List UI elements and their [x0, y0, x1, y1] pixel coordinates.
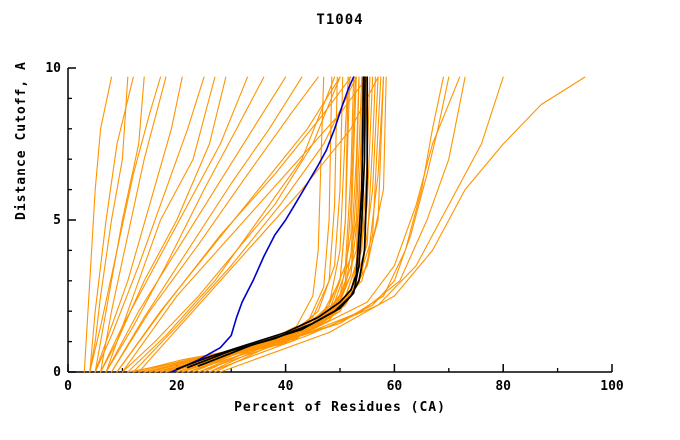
x-axis-label: Percent of Residues (CA): [234, 400, 446, 415]
predictions-ensemble-curve: [127, 76, 336, 373]
x-tick-label: 80: [495, 379, 511, 394]
predictions-ensemble-curve: [89, 76, 134, 373]
predictions-ensemble-curve: [83, 76, 113, 373]
predictions-ensemble-curve: [138, 76, 379, 373]
best-models-curve: [197, 76, 369, 367]
predictions-ensemble-curve: [187, 76, 444, 373]
predictions-ensemble-curve: [100, 76, 167, 373]
predictions-ensemble-curve: [110, 76, 319, 373]
x-tick-label: 20: [169, 379, 185, 394]
x-tick-label: 60: [387, 379, 403, 394]
predictions-ensemble-curve: [94, 76, 205, 373]
predictions-ensemble-curve: [94, 76, 183, 373]
y-tick-label: 0: [53, 365, 61, 380]
predictions-ensemble-curve: [105, 76, 265, 373]
predictions-ensemble-curve: [132, 76, 357, 373]
predictions-ensemble-curve: [100, 76, 227, 373]
predictions-ensemble-curve: [116, 76, 352, 373]
x-tick-label: 100: [600, 379, 624, 394]
best-models-curve: [175, 76, 365, 370]
predictions-ensemble-curve: [219, 76, 586, 373]
y-tick-label: 5: [53, 213, 61, 228]
y-tick-label: 10: [45, 61, 61, 76]
predictions-ensemble-curve: [110, 76, 303, 373]
chart-title: T1004: [316, 12, 364, 28]
reference-model-curve: [170, 76, 355, 373]
predictions-ensemble-curve: [89, 76, 162, 373]
predictions-ensemble-curve: [94, 76, 145, 373]
predictions-ensemble-curve: [176, 76, 450, 373]
x-tick-label: 40: [278, 379, 294, 394]
predictions-ensemble-curve: [105, 76, 216, 373]
predictions-ensemble-curve: [198, 76, 466, 373]
predictions-ensemble-curve: [181, 76, 364, 373]
predictions-ensemble-curve: [121, 76, 368, 373]
predictions-ensemble-curve: [100, 76, 249, 373]
x-tick-label: 0: [64, 379, 72, 394]
predictions-ensemble-curve: [89, 76, 129, 373]
predictions-ensemble-curve: [208, 76, 504, 373]
predictions-ensemble-curve: [105, 76, 287, 373]
